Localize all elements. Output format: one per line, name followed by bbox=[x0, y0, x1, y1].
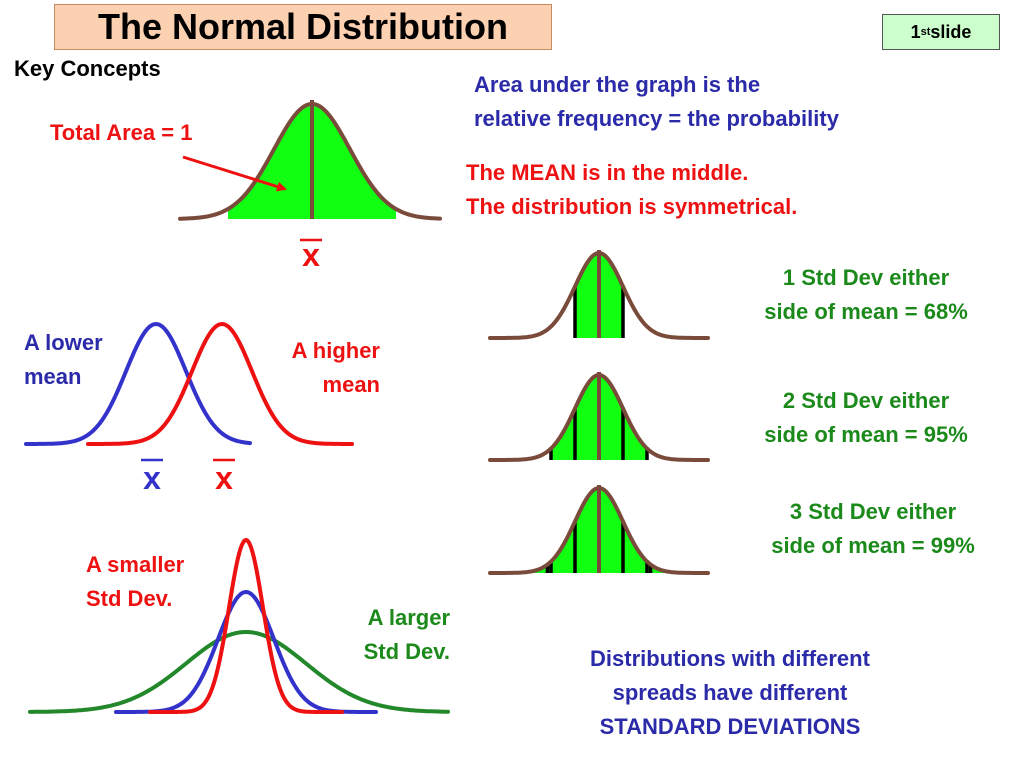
smaller-std-dev-line1: A smaller bbox=[86, 552, 185, 577]
lower-higher-mean-curves bbox=[24, 321, 354, 446]
higher-mean-label: A higher mean bbox=[250, 334, 380, 402]
mean-symbol-lower: x bbox=[141, 458, 163, 496]
mean-symbol-higher: x bbox=[213, 458, 235, 496]
two-std-dev-line1: 2 Std Dev either bbox=[782, 388, 950, 413]
key-concepts-heading: Key Concepts bbox=[14, 56, 161, 81]
mean-description-line1: The MEAN is in the middle. bbox=[466, 160, 749, 185]
curve-line bbox=[488, 486, 710, 575]
mean-description-line2: The distribution is symmetrical. bbox=[466, 194, 798, 219]
area-description-line2: relative frequency = the probability bbox=[474, 106, 839, 131]
lower-mean-line2: mean bbox=[24, 364, 82, 389]
page-title: The Normal Distribution bbox=[97, 6, 508, 47]
three-std-dev-line1: 3 Std Dev either bbox=[789, 499, 957, 524]
mean-symbol-main-text: x bbox=[302, 237, 320, 273]
lower-mean-line1: A lower bbox=[24, 330, 103, 355]
larger-std-dev-line1: A larger bbox=[367, 605, 450, 630]
three-std-dev-label: 3 Std Dev either side of mean = 99% bbox=[728, 495, 1018, 563]
three-std-dev-line2: side of mean = 99% bbox=[771, 533, 975, 558]
mean-symbol-higher-text: x bbox=[215, 460, 233, 496]
higher-mean-curve bbox=[86, 321, 354, 446]
slide-label: slide bbox=[930, 21, 972, 42]
larger-std-dev-line2: Std Dev. bbox=[363, 639, 450, 664]
one-std-dev-line1: 1 Std Dev either bbox=[782, 265, 950, 290]
larger-std-dev-label: A larger Std Dev. bbox=[320, 601, 450, 669]
different-std-dev-curves bbox=[28, 537, 450, 714]
slide-number-suffix: st bbox=[920, 26, 931, 38]
three-std-dev-curve bbox=[488, 485, 710, 575]
curve-line bbox=[488, 373, 710, 462]
one-std-dev-label: 1 Std Dev either side of mean = 68% bbox=[722, 261, 1010, 329]
spread-description: Distributions with different spreads hav… bbox=[530, 642, 930, 744]
mean-symbol-main: x bbox=[300, 237, 322, 273]
slide-number: 1 bbox=[910, 21, 921, 42]
mean-description: The MEAN is in the middle. The distribut… bbox=[466, 156, 797, 224]
spread-description-line3: STANDARD DEVIATIONS bbox=[599, 714, 861, 739]
title-box: The Normal Distribution bbox=[54, 4, 552, 50]
spread-description-line2: spreads have different bbox=[612, 680, 848, 705]
lower-mean-curve bbox=[24, 321, 252, 446]
two-std-dev-curve bbox=[488, 372, 710, 462]
area-description-line1: Area under the graph is the bbox=[474, 72, 761, 97]
higher-mean-line1: A higher bbox=[291, 338, 380, 363]
total-area-label: Total Area = 1 bbox=[50, 120, 193, 145]
one-std-dev-curve bbox=[488, 250, 710, 340]
area-description: Area under the graph is the relative fre… bbox=[474, 68, 839, 136]
smaller-std-dev-curve bbox=[148, 537, 344, 714]
larger-std-dev-curve bbox=[28, 630, 450, 714]
curve-line bbox=[488, 251, 710, 340]
smaller-std-dev-label: A smaller Std Dev. bbox=[86, 548, 184, 616]
lower-mean-label: A lower mean bbox=[24, 326, 103, 394]
two-std-dev-line2: side of mean = 95% bbox=[764, 422, 968, 447]
total-area-arrow bbox=[182, 155, 287, 192]
curve-line bbox=[178, 102, 442, 221]
two-std-dev-label: 2 Std Dev either side of mean = 95% bbox=[722, 384, 1010, 452]
smaller-std-dev-line2: Std Dev. bbox=[86, 586, 173, 611]
main-normal-curve bbox=[178, 100, 442, 221]
mean-symbol-lower-text: x bbox=[143, 460, 161, 496]
spread-description-line1: Distributions with different bbox=[590, 646, 870, 671]
one-std-dev-line2: side of mean = 68% bbox=[764, 299, 968, 324]
higher-mean-line2: mean bbox=[322, 372, 380, 397]
